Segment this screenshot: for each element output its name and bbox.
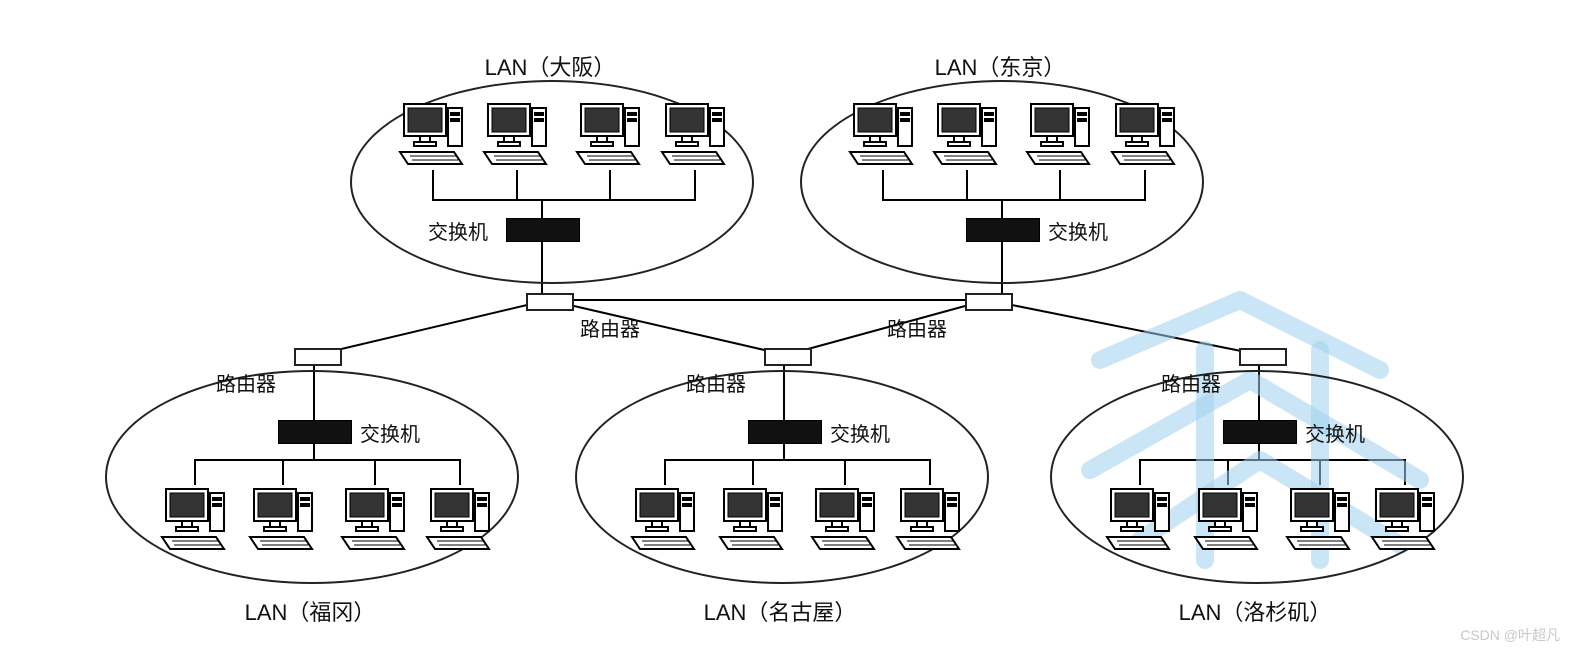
pc-icon (1105, 485, 1175, 555)
switch-icon (1223, 420, 1297, 444)
switch-label: 交换机 (1305, 418, 1365, 447)
router-label: 路由器 (1161, 368, 1221, 397)
pc-icon (1285, 485, 1355, 555)
lan-la: LAN（洛杉矶） 交换机 路由器 (0, 0, 1574, 653)
router-icon (1239, 348, 1287, 366)
pc-icon (1193, 485, 1263, 555)
pc-icon (1370, 485, 1440, 555)
lan-title: LAN（洛杉矶） (1105, 595, 1405, 627)
diagram-stage: CSDN @叶超凡 LAN（大阪）交换机路由器 (0, 0, 1574, 653)
